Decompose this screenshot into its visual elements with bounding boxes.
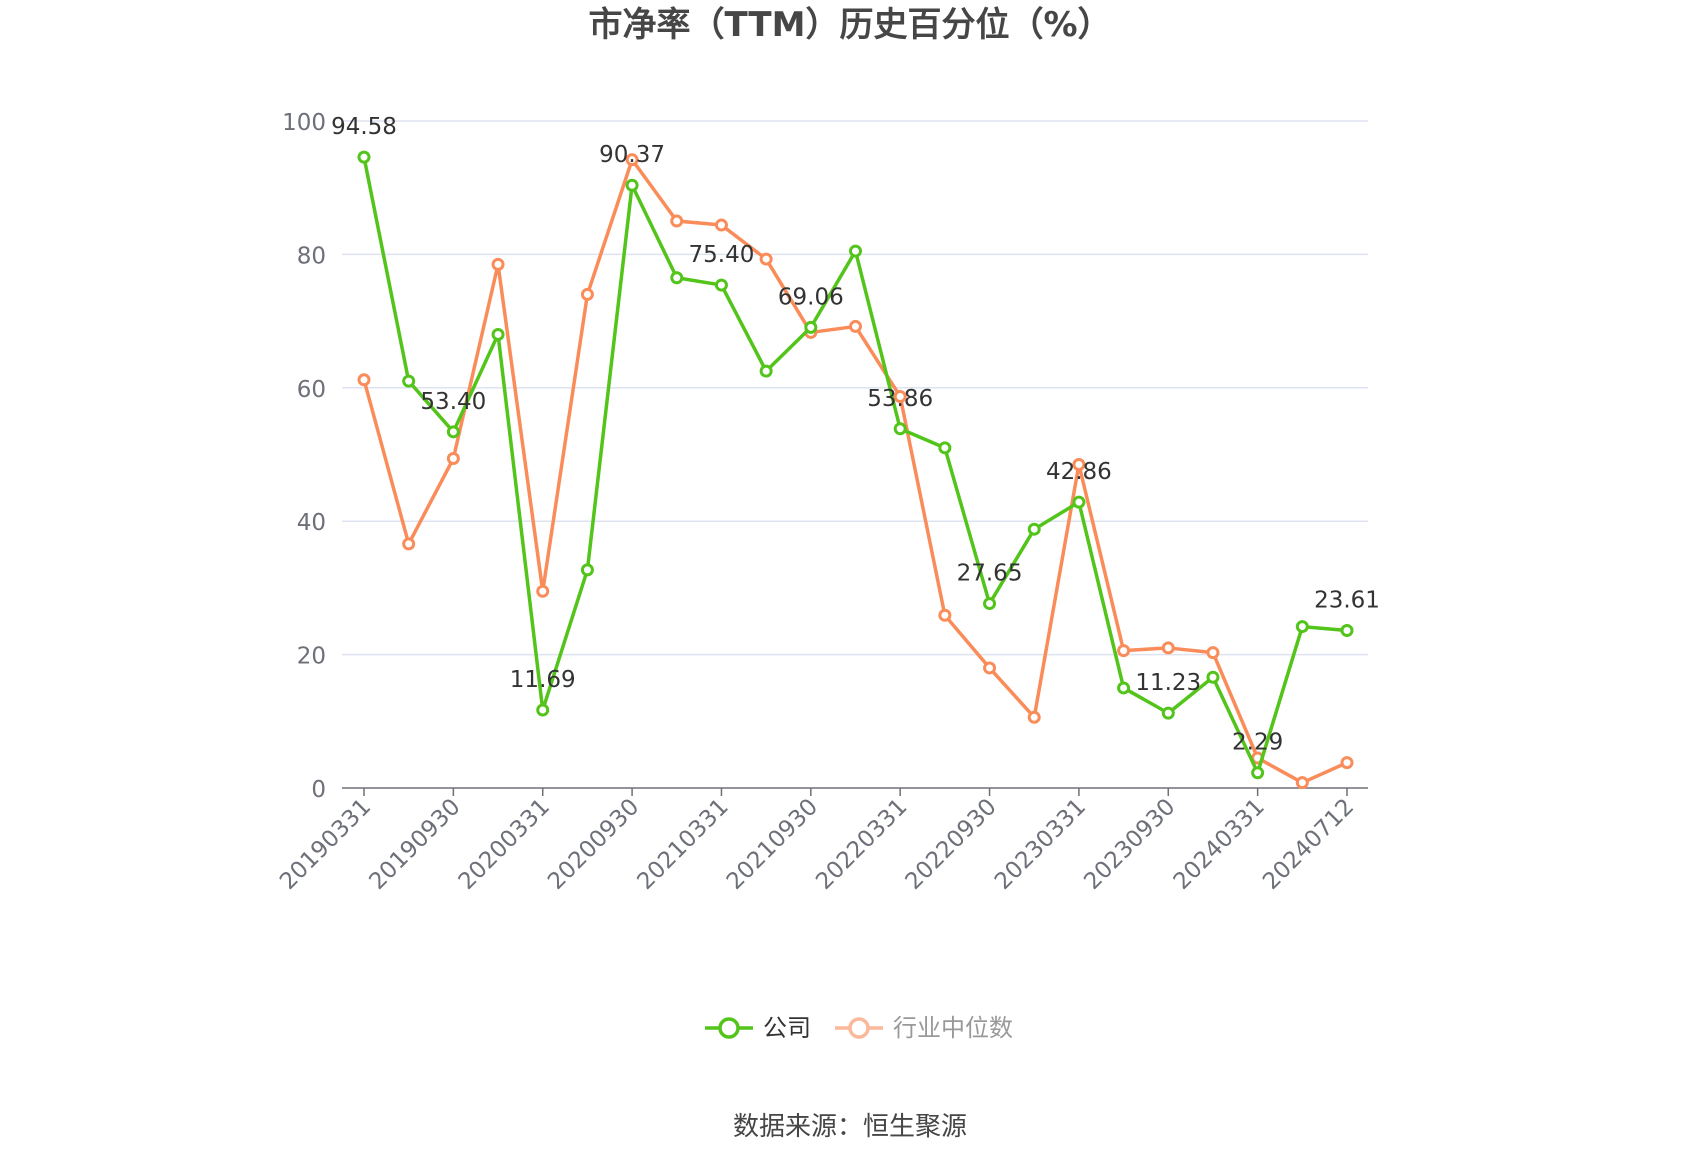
x-tick-label: 20190331 — [275, 794, 376, 895]
data-point-industry-median[interactable] — [357, 373, 371, 387]
data-point-industry-median[interactable] — [491, 257, 505, 271]
data-point-company[interactable] — [983, 597, 997, 611]
data-point-industry-median[interactable] — [580, 287, 594, 301]
legend-item-company[interactable]: 公司 — [705, 1014, 811, 1042]
x-tick-label: 20200930 — [543, 794, 644, 895]
data-point-company[interactable] — [849, 244, 862, 258]
data-label: 75.40 — [689, 242, 755, 268]
data-source: 数据来源：恒生聚源 — [733, 1112, 967, 1142]
data-point-company[interactable] — [446, 425, 460, 439]
data-point-company[interactable] — [759, 364, 773, 378]
data-point-industry-median[interactable] — [759, 252, 773, 266]
legend[interactable]: 公司 行业中位数 — [705, 1014, 1013, 1042]
data-point-industry-median[interactable] — [983, 661, 997, 675]
y-tick-label: 40 — [297, 510, 326, 536]
data-point-industry-median[interactable] — [446, 452, 460, 466]
x-tick-label: 20220930 — [901, 794, 1002, 895]
series-group — [357, 150, 1354, 790]
data-labels: 94.58 53.40 11.69 90.37 75.40 69.06 53.86 27.65… — [331, 114, 1380, 756]
y-axis: 0 20 40 60 80 100 — [282, 110, 326, 803]
data-label: 2.29 — [1232, 730, 1283, 756]
data-label: 11.23 — [1135, 670, 1201, 696]
data-point-company[interactable] — [1251, 766, 1265, 780]
data-point-company[interactable] — [670, 271, 684, 285]
data-point-industry-median[interactable] — [536, 584, 550, 598]
data-point-company[interactable] — [1295, 620, 1309, 634]
x-tick-label: 20220331 — [811, 794, 912, 895]
data-point-company[interactable] — [1072, 495, 1086, 509]
data-label: 27.65 — [957, 561, 1023, 587]
data-point-company[interactable] — [893, 422, 907, 436]
data-point-industry-median[interactable] — [625, 153, 639, 167]
data-label: 23.61 — [1314, 588, 1380, 614]
chart-title: 市净率（TTM）历史百分位（%） — [588, 5, 1111, 45]
x-tick-label: 20190930 — [364, 794, 465, 895]
data-point-industry-median[interactable] — [1072, 458, 1086, 472]
legend-company-label: 公司 — [763, 1014, 811, 1042]
data-point-company[interactable] — [938, 441, 952, 455]
grid-lines — [342, 120, 1368, 656]
data-label: 53.40 — [420, 389, 486, 415]
data-point-industry-median[interactable] — [402, 537, 416, 551]
x-tick-label: 20210930 — [722, 794, 823, 895]
data-point-industry-median[interactable] — [1161, 641, 1175, 655]
data-point-industry-median[interactable] — [1117, 644, 1131, 658]
data-point-company[interactable] — [804, 320, 818, 334]
legend-item-industry-median[interactable]: 行业中位数 — [835, 1014, 1013, 1042]
x-tick-label: 20210331 — [633, 794, 734, 895]
data-point-industry-median[interactable] — [938, 608, 952, 622]
data-label: 69.06 — [778, 284, 844, 310]
data-point-company[interactable] — [1027, 522, 1041, 536]
data-label: 11.69 — [510, 667, 576, 693]
data-label: 42.86 — [1046, 459, 1112, 485]
x-tick-label: 20240712 — [1258, 794, 1359, 895]
x-tick-label: 20230930 — [1079, 794, 1180, 895]
data-label: 53.86 — [867, 386, 933, 412]
data-point-industry-median[interactable] — [1340, 756, 1354, 770]
legend-company-marker — [718, 1017, 740, 1039]
x-tick-label: 20200331 — [454, 794, 555, 895]
data-label: 94.58 — [331, 114, 397, 140]
data-point-industry-median[interactable] — [1206, 646, 1220, 660]
data-point-company[interactable] — [1340, 624, 1354, 638]
legend-industry-marker — [848, 1017, 870, 1039]
x-tick-label: 20240331 — [1169, 794, 1270, 895]
data-point-company[interactable] — [536, 703, 550, 717]
data-point-company[interactable] — [357, 150, 371, 164]
data-point-industry-median[interactable] — [893, 389, 907, 403]
data-point-company[interactable] — [580, 563, 594, 577]
data-point-industry-median[interactable] — [670, 214, 684, 228]
y-tick-label: 60 — [297, 377, 326, 403]
data-point-company[interactable] — [714, 278, 728, 292]
y-tick-label: 100 — [282, 110, 326, 136]
legend-industry-label: 行业中位数 — [893, 1014, 1013, 1042]
y-tick-label: 80 — [297, 243, 326, 269]
x-tick-label: 20230331 — [990, 794, 1091, 895]
y-tick-label: 0 — [311, 777, 326, 803]
data-label: 90.37 — [599, 142, 665, 168]
data-point-industry-median[interactable] — [1295, 776, 1309, 790]
data-point-company[interactable] — [1117, 681, 1131, 695]
data-point-company[interactable] — [1206, 670, 1220, 684]
y-tick-label: 20 — [297, 644, 326, 670]
data-point-company[interactable] — [625, 178, 639, 192]
data-point-company[interactable] — [1161, 706, 1175, 720]
data-point-industry-median[interactable] — [1027, 710, 1041, 724]
data-point-company[interactable] — [402, 374, 416, 388]
data-point-industry-median[interactable] — [714, 218, 728, 232]
x-axis: 2019033120190930202003312020093020210331… — [275, 787, 1368, 895]
data-point-industry-median[interactable] — [849, 319, 862, 333]
data-point-company[interactable] — [491, 327, 505, 341]
